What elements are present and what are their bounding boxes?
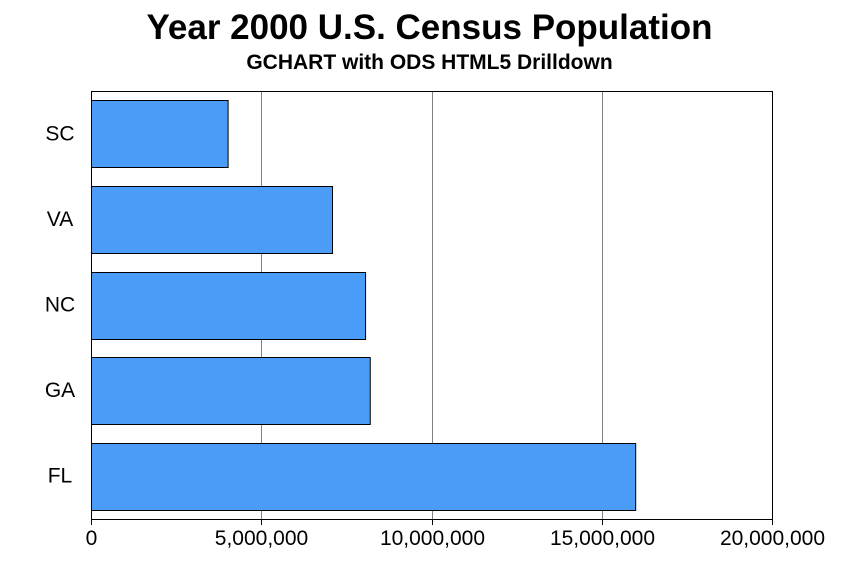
y-tick-label: SC xyxy=(45,122,74,145)
x-tick-label: 15,000,000 xyxy=(550,527,655,550)
chart-subtitle: GCHART with ODS HTML5 Drilldown xyxy=(246,51,613,74)
y-tick-label: NC xyxy=(45,294,75,317)
y-tick-label: VA xyxy=(47,208,73,231)
chart-title: Year 2000 U.S. Census Population xyxy=(146,8,713,47)
bar-fl xyxy=(91,443,637,511)
y-tick-label: GA xyxy=(45,379,75,402)
bar-ga xyxy=(91,357,371,425)
bar-sc xyxy=(91,100,229,168)
x-tick-label: 20,000,000 xyxy=(720,527,825,550)
x-tick-label: 5,000,000 xyxy=(215,527,308,550)
x-tick-label: 10,000,000 xyxy=(380,527,485,550)
x-tick-label: 0 xyxy=(86,527,98,550)
bar-nc xyxy=(91,272,367,340)
y-tick-label: FL xyxy=(48,465,73,488)
bar-va xyxy=(91,186,334,254)
